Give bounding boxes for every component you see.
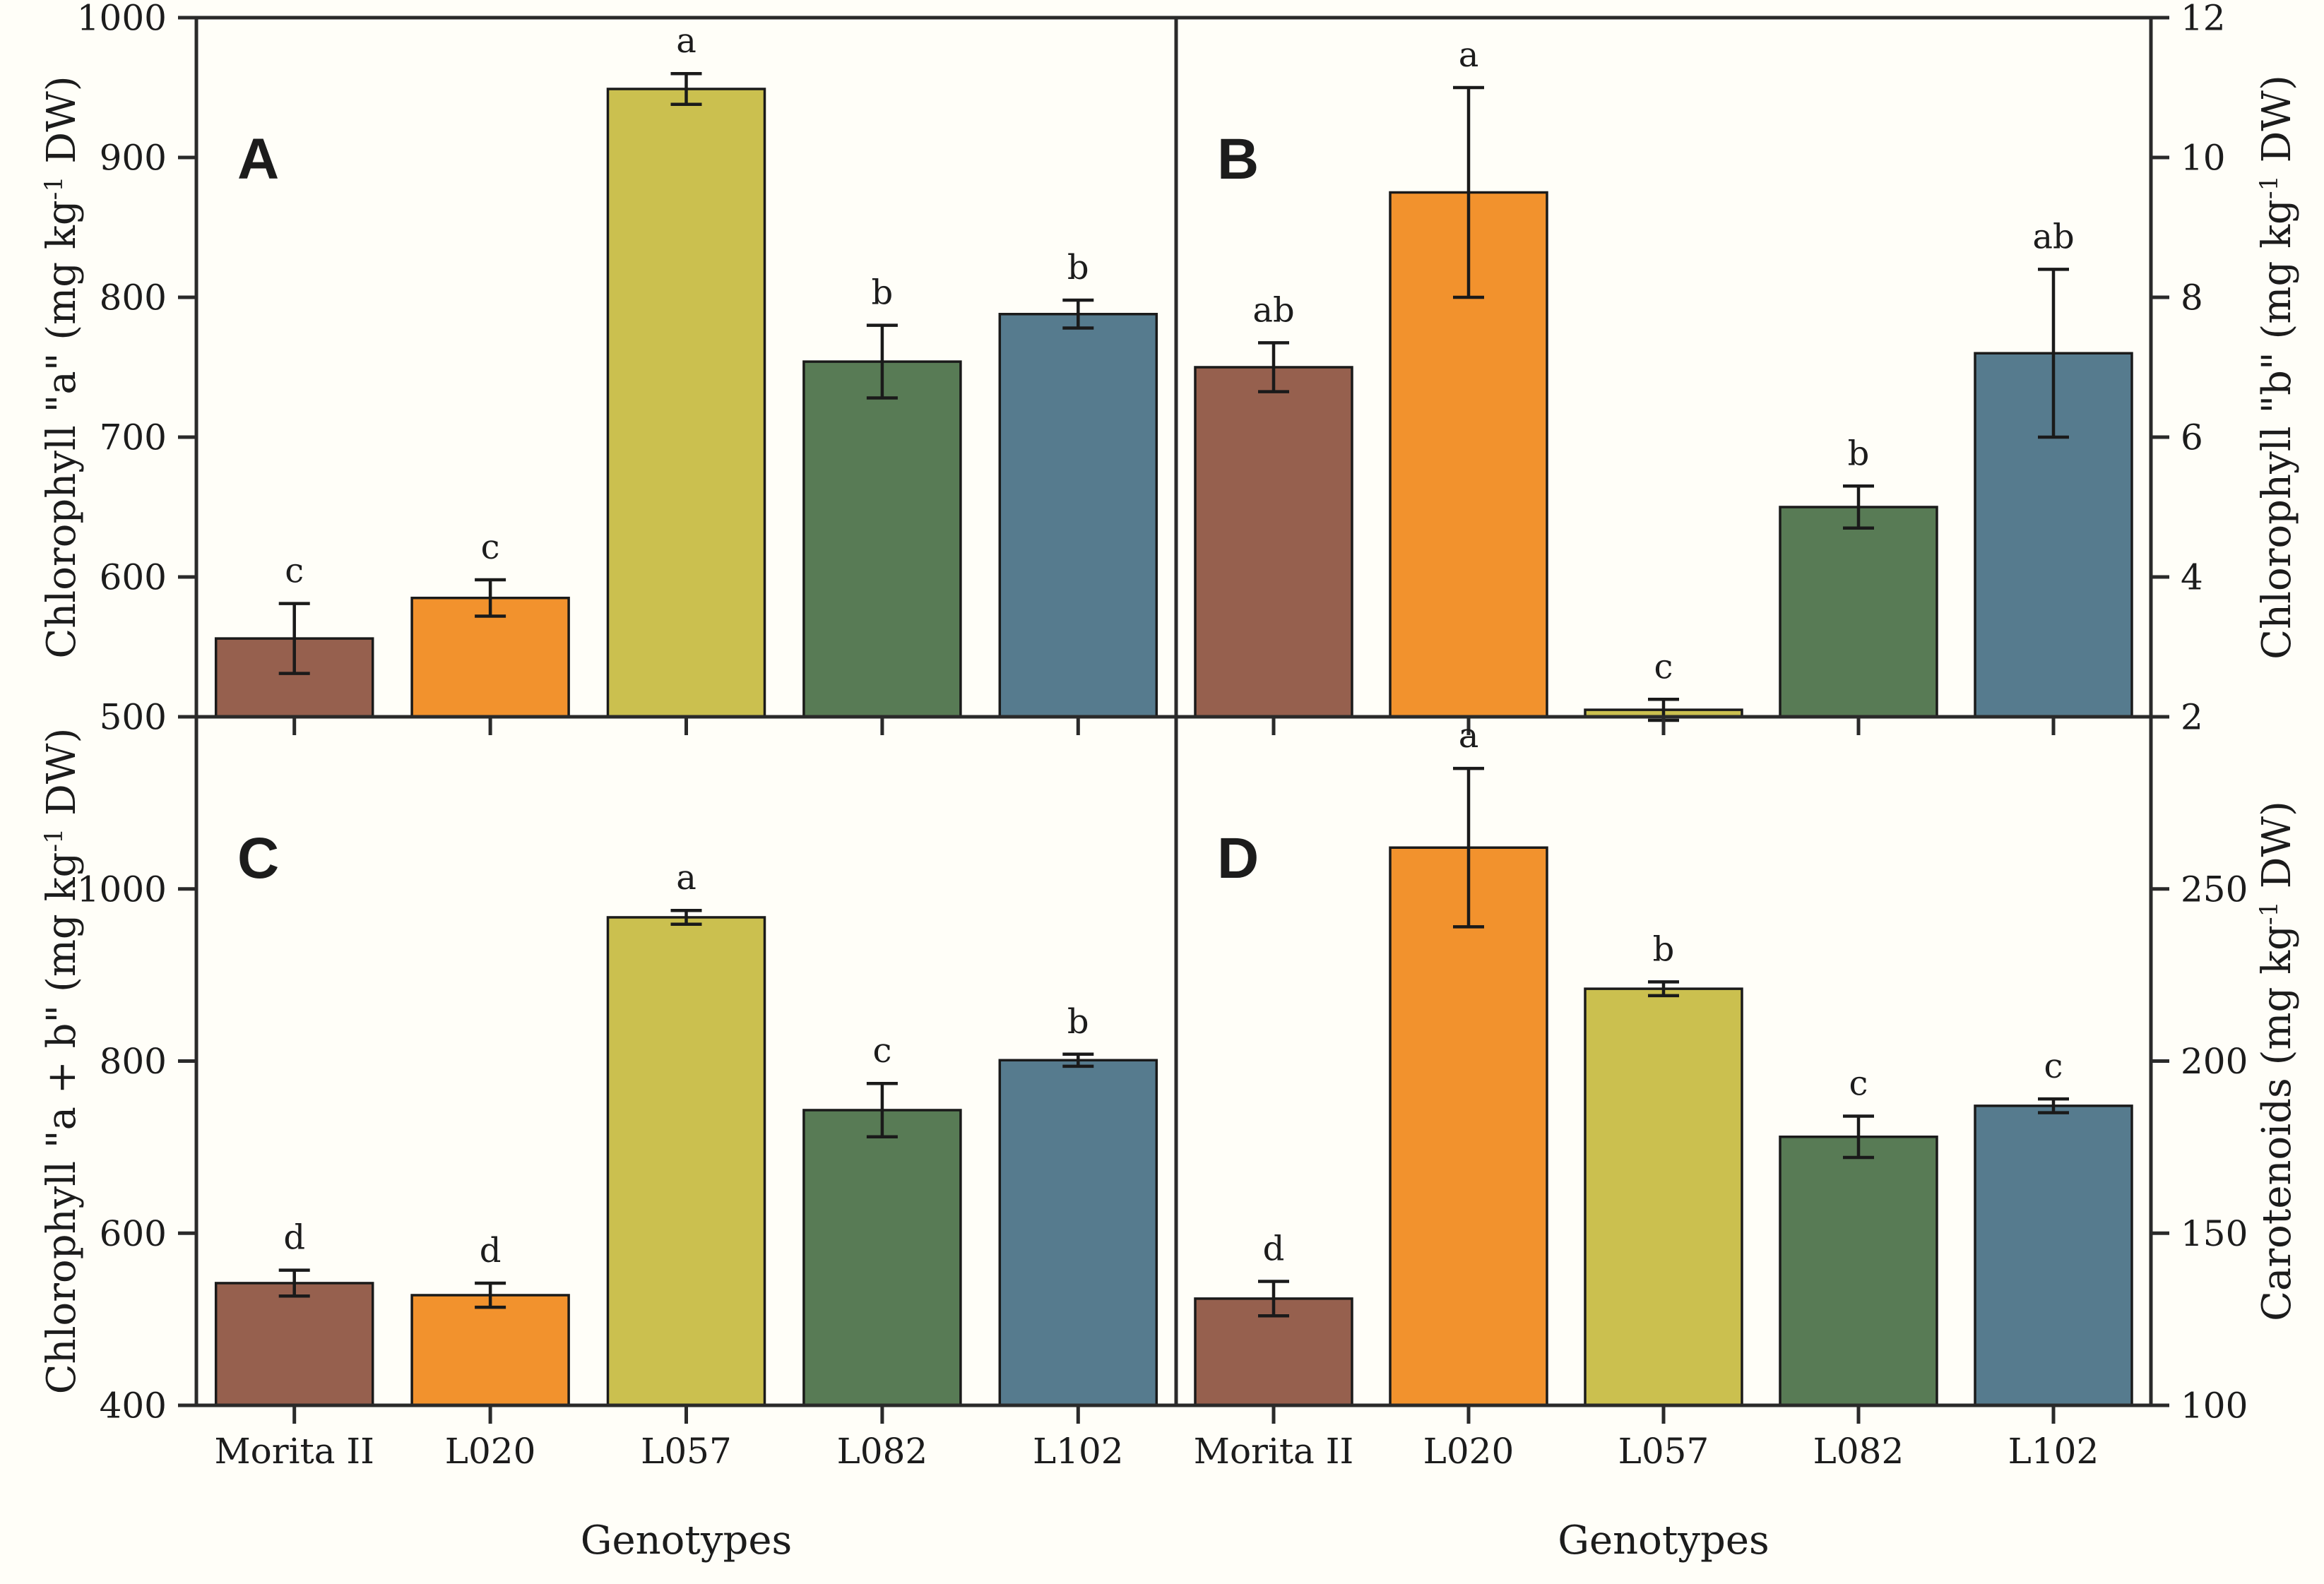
error-bar-morita-ii-panel-a	[278, 602, 310, 675]
error-bar-l082-panel-a	[866, 323, 898, 400]
y-tick-label-400-panel-c: 400	[100, 1386, 167, 1427]
error-bar-morita-ii-panel-d	[1258, 1280, 1289, 1318]
bar-l102-panel-c	[998, 1059, 1158, 1407]
bar-l102-panel-a	[998, 313, 1158, 718]
panel-letter-a: A	[237, 127, 279, 191]
panel-letter-c: C	[237, 826, 279, 891]
sig-letter-morita-ii-panel-b: ab	[1252, 290, 1294, 330]
sig-letter-morita-ii-panel-d: d	[1263, 1229, 1285, 1269]
error-bar-l020-panel-a	[475, 578, 506, 618]
error-bar-l102-panel-c	[1062, 1052, 1094, 1068]
error-bar-l082-panel-c	[866, 1081, 898, 1138]
x-tick-label-l020-col-right: L020	[1423, 1431, 1514, 1472]
x-tick-label-morita-ii-col-left: Morita II	[214, 1431, 374, 1472]
error-bar-l057-panel-c	[670, 908, 702, 926]
y-axis-label-panel-b: Chlorophyll "b" (mg kg-1 DW)	[2254, 75, 2300, 660]
sig-letter-l057-panel-c: a	[676, 858, 696, 898]
sig-letter-l082-panel-a: b	[872, 273, 894, 313]
y-tick-label-150-panel-d: 150	[2181, 1213, 2248, 1254]
sig-letter-l057-panel-a: a	[676, 21, 696, 61]
y-tick-label-250-panel-d: 250	[2181, 869, 2248, 910]
error-bar-l102-panel-a	[1062, 298, 1094, 330]
error-bar-l082-panel-b	[1843, 484, 1874, 530]
x-tick-label-l020-col-left: L020	[445, 1431, 536, 1472]
sig-letter-l102-panel-a: b	[1067, 248, 1089, 287]
y-axis-label-panel-c: Chlorophyll "a + b" (mg kg-1 DW)	[39, 728, 85, 1395]
error-bar-l057-panel-a	[670, 71, 702, 107]
x-axis-label-right: Genotypes	[1558, 1518, 1769, 1564]
y-tick-label-1000-panel-a: 1000	[77, 0, 167, 39]
error-bar-l020-panel-d	[1453, 766, 1484, 929]
bar-l057-panel-d	[1584, 987, 1743, 1407]
y-tick-label-800-panel-c: 800	[100, 1041, 167, 1082]
y-tick-label-600-panel-c: 600	[100, 1213, 167, 1254]
sig-letter-l057-panel-d: b	[1653, 929, 1675, 969]
y-tick-label-1000-panel-c: 1000	[77, 869, 167, 910]
error-bar-l082-panel-d	[1843, 1114, 1874, 1160]
x-axis-label-left: Genotypes	[581, 1518, 793, 1564]
sig-letter-l102-panel-b: ab	[2032, 217, 2074, 256]
y-tick-label-700-panel-a: 700	[100, 417, 167, 458]
bar-l020-panel-c	[410, 1294, 570, 1407]
y-tick-label-800-panel-a: 800	[100, 278, 167, 318]
y-tick-label-2-panel-b: 2	[2181, 697, 2203, 738]
y-tick-label-6-panel-b: 6	[2181, 417, 2203, 458]
y-tick-label-900-panel-a: 900	[100, 138, 167, 179]
x-tick-label-l102-col-right: L102	[2008, 1431, 2099, 1472]
bar-morita-ii-panel-c	[214, 1282, 374, 1407]
bar-l082-panel-d	[1779, 1136, 1938, 1407]
panel-letter-b: B	[1217, 127, 1259, 191]
x-tick-label-morita-ii-col-right: Morita II	[1194, 1431, 1354, 1472]
sig-letter-l020-panel-c: d	[480, 1231, 502, 1270]
y-tick-label-10-panel-b: 10	[2181, 138, 2226, 179]
y-axis-label-panel-a: Chlorophyll "a" (mg kg-1 DW)	[39, 76, 85, 658]
sig-letter-l102-panel-d: c	[2044, 1047, 2063, 1086]
y-tick-label-12-panel-b: 12	[2181, 0, 2226, 39]
bar-l102-panel-d	[1974, 1104, 2133, 1407]
plot-frame	[194, 16, 2153, 1407]
y-tick-label-200-panel-d: 200	[2181, 1041, 2248, 1082]
sig-letter-l082-panel-d: c	[1849, 1064, 1868, 1104]
y-tick-label-4-panel-b: 4	[2181, 557, 2203, 598]
bar-l057-panel-a	[606, 88, 766, 718]
y-tick-label-600-panel-a: 600	[100, 557, 167, 598]
sig-letter-l082-panel-c: c	[872, 1031, 891, 1071]
bar-morita-ii-panel-b	[1194, 366, 1353, 718]
bar-l082-panel-a	[802, 360, 962, 718]
bar-l082-panel-b	[1779, 506, 1938, 718]
y-tick-label-100-panel-d: 100	[2181, 1386, 2248, 1427]
error-bar-l020-panel-c	[475, 1281, 506, 1309]
x-tick-label-l082-col-left: L082	[837, 1431, 928, 1472]
bar-l102-panel-b	[1974, 352, 2133, 718]
x-tick-label-l057-col-right: L057	[1618, 1431, 1709, 1472]
error-bar-l102-panel-b	[2038, 268, 2069, 439]
error-bar-l102-panel-d	[2038, 1097, 2069, 1114]
error-bar-l020-panel-b	[1453, 85, 1484, 299]
bar-l082-panel-c	[802, 1109, 962, 1407]
y-axis-label-panel-d: Carotenoids (mg kg-1 DW)	[2254, 801, 2300, 1321]
error-bar-morita-ii-panel-c	[278, 1268, 310, 1298]
sig-letter-morita-ii-panel-a: c	[285, 552, 304, 591]
x-tick-label-l057-col-left: L057	[641, 1431, 732, 1472]
x-tick-label-l082-col-right: L082	[1813, 1431, 1904, 1472]
sig-letter-morita-ii-panel-c: d	[283, 1218, 305, 1258]
sig-letter-l102-panel-c: b	[1067, 1002, 1089, 1042]
y-tick-label-500-panel-a: 500	[100, 697, 167, 738]
sig-letter-l020-panel-b: a	[1459, 35, 1479, 75]
sig-letter-l020-panel-a: c	[481, 528, 500, 567]
x-tick-label-l102-col-left: L102	[1033, 1431, 1124, 1472]
sig-letter-l020-panel-d: a	[1459, 716, 1479, 756]
panel-letter-d: D	[1217, 826, 1259, 891]
error-bar-l057-panel-d	[1648, 980, 1679, 998]
sig-letter-l082-panel-b: b	[1848, 434, 1870, 473]
bar-l057-panel-c	[606, 916, 766, 1407]
bar-l020-panel-d	[1389, 846, 1548, 1407]
sig-letter-l057-panel-b: c	[1654, 647, 1673, 686]
y-tick-label-8-panel-b: 8	[2181, 278, 2203, 318]
error-bar-morita-ii-panel-b	[1258, 341, 1289, 393]
